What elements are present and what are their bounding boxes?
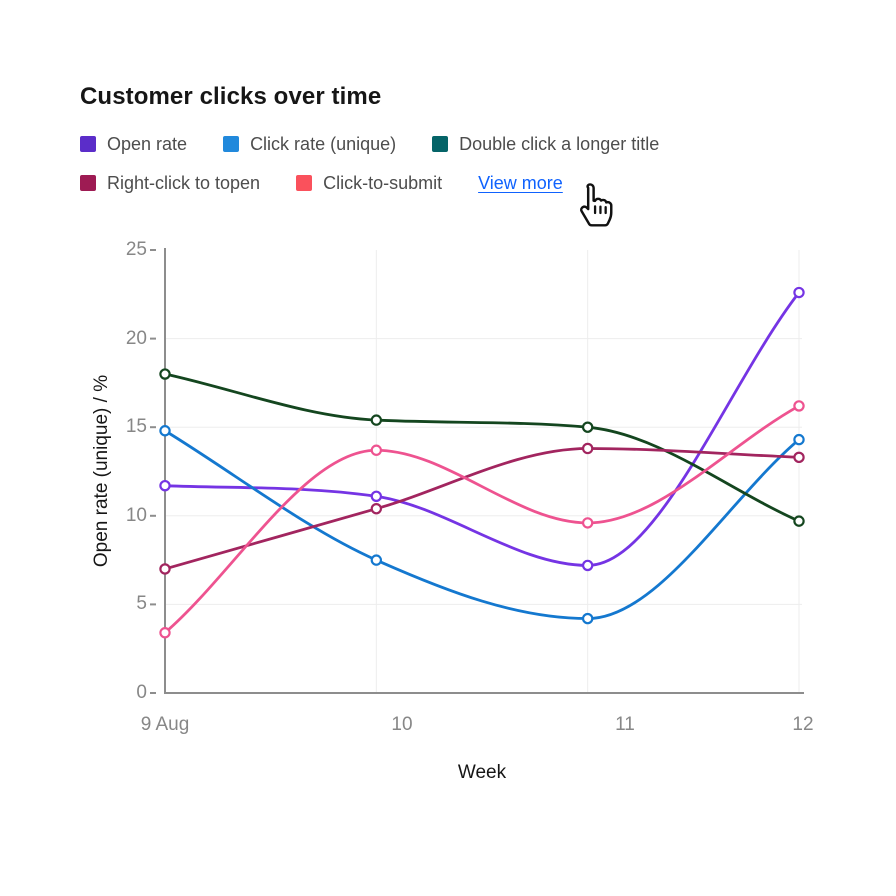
- legend-swatch: [80, 175, 96, 191]
- view-more-link[interactable]: View more: [478, 172, 563, 193]
- data-point[interactable]: [370, 554, 383, 566]
- data-point[interactable]: [581, 612, 594, 625]
- legend-item-label: Click rate (unique): [250, 133, 397, 154]
- legend-item-label: Open rate: [107, 133, 188, 154]
- x-tick-label: 10: [391, 714, 413, 735]
- legend-item[interactable]: Click-to-submit: [296, 173, 442, 194]
- series-line: [163, 291, 801, 567]
- series-line: [163, 372, 801, 523]
- legend-item[interactable]: Right-click to topen: [80, 173, 260, 194]
- data-point[interactable]: [159, 479, 171, 492]
- y-tick-label: 15: [125, 416, 147, 438]
- legend-row: Open rate Click rate (unique) Double click…: [80, 133, 659, 155]
- data-point[interactable]: [581, 559, 594, 572]
- data-point[interactable]: [581, 421, 594, 433]
- y-tick-label: 10: [125, 504, 147, 526]
- legend-item-label: Double click a longer title: [459, 133, 660, 154]
- data-point[interactable]: [793, 286, 805, 299]
- data-point[interactable]: [370, 490, 383, 503]
- legend-swatch: [223, 136, 240, 152]
- y-tick-label: 25: [125, 239, 147, 260]
- y-axis-title: Open rate (unique) / %: [91, 374, 112, 568]
- x-tick-label: 11: [615, 714, 635, 735]
- data-point[interactable]: [159, 425, 171, 437]
- data-point[interactable]: [581, 517, 594, 529]
- legend-item-label: Right-click to topen: [107, 172, 261, 193]
- data-point[interactable]: [793, 451, 805, 464]
- data-point[interactable]: [370, 503, 383, 515]
- gridlines: [166, 250, 802, 693]
- y-tick-label: 20: [125, 327, 147, 349]
- page-title: Customer clicks over time: [80, 83, 382, 110]
- legend-row: Right-click to topen Click-to-submit View …: [80, 172, 563, 194]
- series-line: [163, 404, 801, 635]
- data-point[interactable]: [159, 563, 171, 575]
- y-tick-label: 0: [136, 682, 147, 703]
- x-tick-label: 12: [792, 714, 814, 735]
- data-point[interactable]: [793, 433, 805, 446]
- legend-swatch: [80, 136, 96, 152]
- legend-item[interactable]: Double click a longer title: [432, 134, 659, 155]
- legend-swatch: [432, 136, 449, 152]
- data-point[interactable]: [370, 414, 383, 426]
- data-point[interactable]: [581, 442, 594, 455]
- data-point[interactable]: [793, 515, 805, 527]
- data-point[interactable]: [370, 444, 383, 456]
- data-point[interactable]: [159, 627, 171, 639]
- legend-item[interactable]: Open rate: [80, 134, 187, 155]
- legend-item[interactable]: Click rate (unique): [223, 134, 396, 155]
- legend-swatch: [296, 175, 313, 191]
- hand-cursor-icon: [580, 183, 613, 227]
- axes: [150, 248, 804, 694]
- legend-item-label: Click-to-submit: [323, 172, 443, 193]
- y-tick-label: 5: [136, 593, 147, 615]
- data-point[interactable]: [793, 400, 805, 412]
- series-line: [163, 429, 801, 620]
- series-line: [163, 447, 801, 571]
- x-tick-label: 9 Aug: [140, 714, 190, 735]
- data-point[interactable]: [159, 368, 171, 380]
- x-axis-title: Week: [457, 762, 507, 783]
